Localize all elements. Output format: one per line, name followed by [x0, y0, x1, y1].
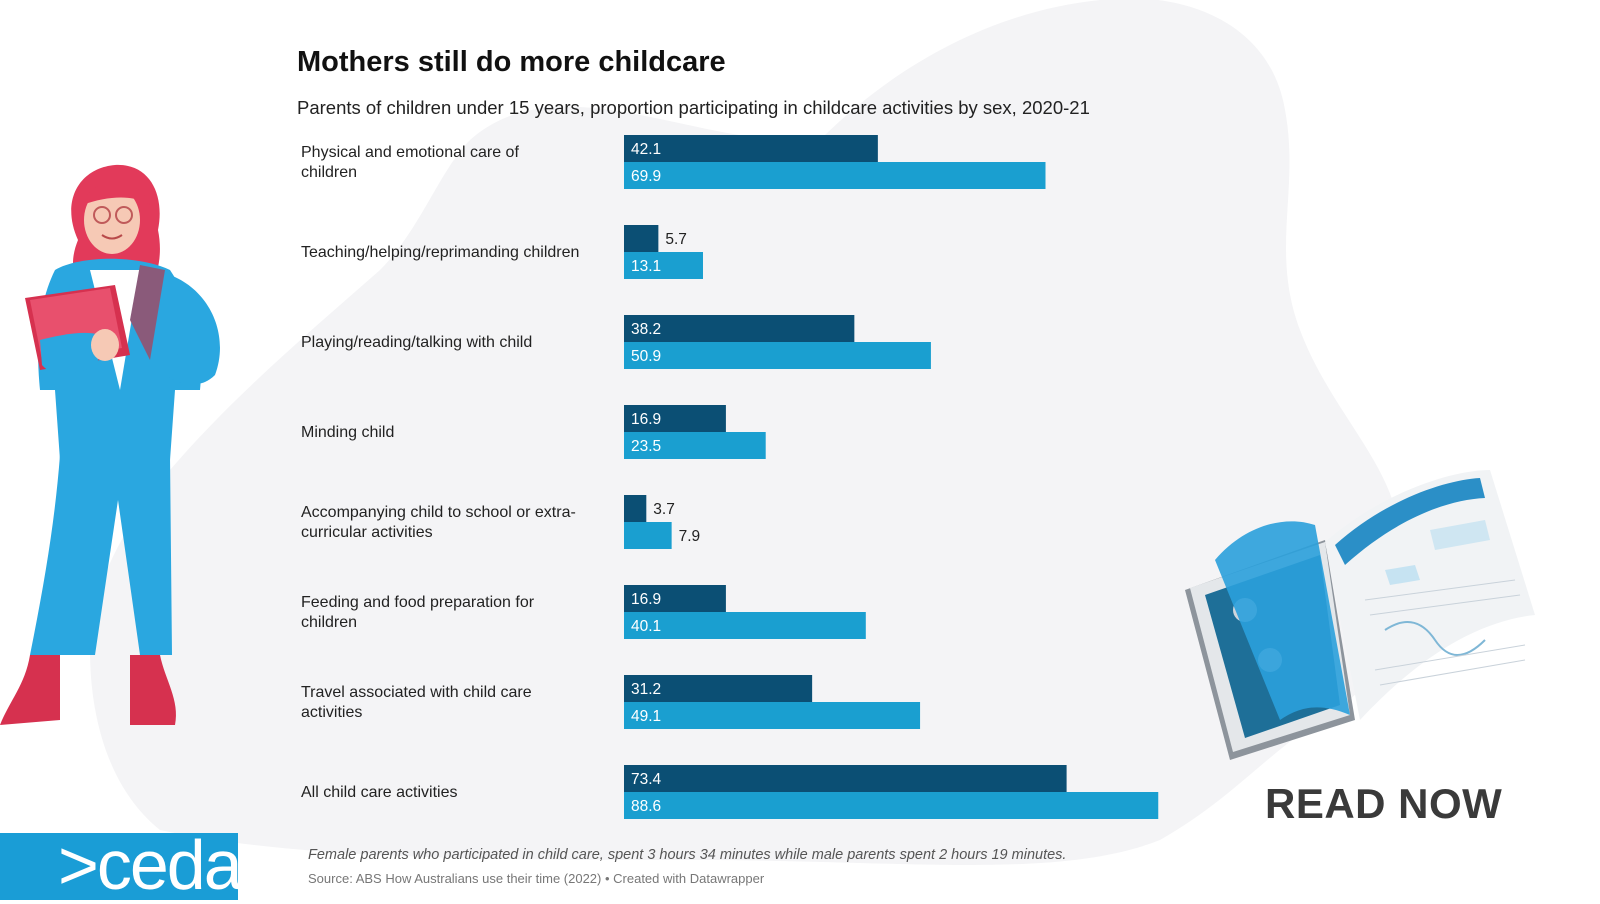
chart-subtitle: Parents of children under 15 years, prop…: [297, 97, 1090, 118]
bar-series-2: [624, 522, 672, 549]
bar-value-label: 7.9: [679, 528, 701, 545]
bar-value-label: 42.1: [631, 141, 661, 158]
bar-series-1: [624, 495, 647, 522]
category-label: Accompanying child to school or extra-cu…: [301, 504, 576, 541]
chart-title: Mothers still do more childcare: [297, 46, 726, 78]
category-label: Physical and emotional care of children: [301, 144, 519, 181]
bar-series-1: [624, 675, 813, 702]
chart-note: Female parents who participated in child…: [308, 847, 1067, 863]
bar-series-1: [624, 225, 659, 252]
bar-value-label: 69.9: [631, 168, 661, 185]
category-label: Teaching/helping/reprimanding children: [301, 244, 579, 261]
category-label: Feeding and food preparation for children: [301, 594, 535, 631]
chart-source: Source: ABS How Australians use their ti…: [308, 871, 765, 886]
category-label: All child care activities: [301, 784, 458, 801]
bar-value-label: 3.7: [653, 501, 675, 518]
open-magazine-illustration: [1185, 470, 1535, 760]
bar-series-1: [624, 405, 726, 432]
bar-value-label: 16.9: [631, 411, 661, 428]
bar-series-2: [624, 432, 766, 459]
bar-series-2: [624, 612, 866, 639]
bar-value-label: 31.2: [631, 681, 661, 698]
bar-series-2: [624, 792, 1159, 819]
bar-value-label: 40.1: [631, 618, 661, 635]
bar-value-label: 13.1: [631, 258, 661, 275]
category-label: Travel associated with child care activit…: [301, 684, 532, 721]
bar-series-2: [624, 702, 921, 729]
category-label: Playing/reading/talking with child: [301, 334, 532, 351]
bar-value-label: 73.4: [631, 771, 662, 788]
bar-value-label: 16.9: [631, 591, 661, 608]
bar-series-1: [624, 765, 1067, 792]
bar-series-2: [624, 162, 1046, 189]
woman-with-tablet-illustration: [0, 164, 220, 725]
bar-series-1: [624, 135, 878, 162]
bar-series-2: [624, 252, 703, 279]
bar-value-label: 5.7: [665, 231, 687, 248]
bar-value-label: 50.9: [631, 348, 661, 365]
bar-series-1: [624, 315, 855, 342]
read-now-button[interactable]: READ NOW: [1265, 780, 1503, 827]
bar-value-label: 23.5: [631, 438, 661, 455]
bar-value-label: 49.1: [631, 708, 661, 725]
bar-value-label: 38.2: [631, 321, 661, 338]
ceda-logo-text: >ceda: [58, 826, 243, 904]
category-label: Minding child: [301, 424, 394, 441]
bar-series-1: [624, 585, 726, 612]
ceda-logo[interactable]: [0, 833, 238, 900]
bar-value-label: 88.6: [631, 798, 661, 815]
bar-series-2: [624, 342, 931, 369]
